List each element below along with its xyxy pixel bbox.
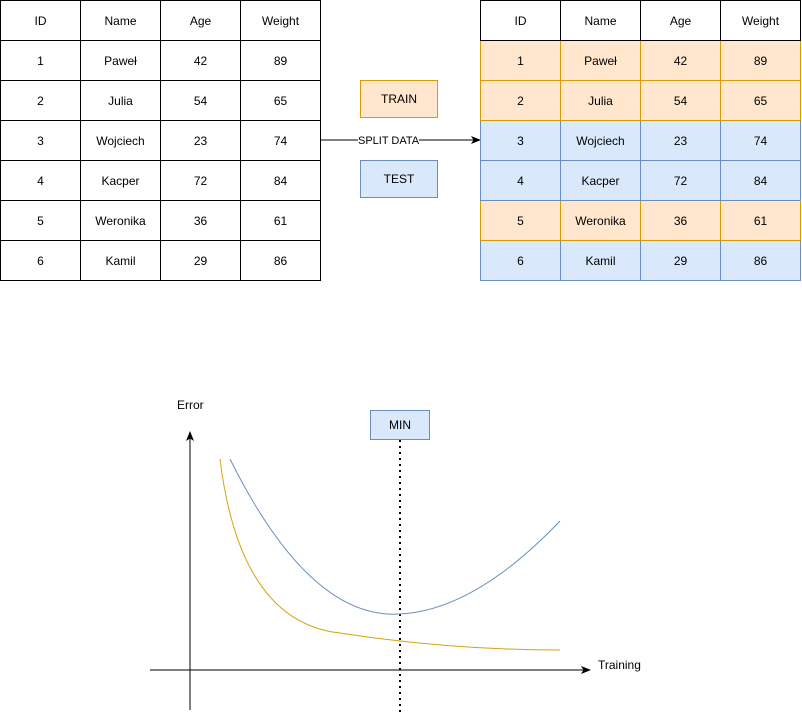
header-name: Name <box>560 0 641 41</box>
cell-name: Kacper <box>560 160 641 201</box>
cell-age: 54 <box>640 80 721 121</box>
cell-weight: 61 <box>240 200 321 241</box>
train-legend-box: TRAIN <box>360 80 438 118</box>
cell-id: 1 <box>480 40 561 81</box>
cell-name: Weronika <box>80 200 161 241</box>
original-data-table: ID Name Age Weight 1 Paweł 42 89 2 Julia… <box>0 0 321 281</box>
cell-name: Paweł <box>560 40 641 81</box>
cell-weight: 74 <box>720 120 801 161</box>
test-error-curve <box>229 458 561 615</box>
cell-id: 3 <box>480 120 561 161</box>
y-axis-label: Error <box>177 398 204 412</box>
table-row: 1 Paweł 42 89 <box>0 40 321 81</box>
table-row: 4 Kacper 72 84 <box>0 160 321 201</box>
x-axis-label: Training <box>598 658 641 672</box>
table-row: 2 Julia 54 65 <box>0 80 321 121</box>
table-row: 5 Weronika 36 61 <box>480 200 801 241</box>
min-label-box: MIN <box>370 410 430 440</box>
cell-id: 2 <box>480 80 561 121</box>
cell-weight: 89 <box>240 40 321 81</box>
header-age: Age <box>640 0 721 41</box>
header-id: ID <box>0 0 81 41</box>
cell-age: 72 <box>640 160 721 201</box>
table-header-row: ID Name Age Weight <box>480 0 801 41</box>
table-header-row: ID Name Age Weight <box>0 0 321 41</box>
cell-weight: 86 <box>720 240 801 281</box>
cell-age: 23 <box>160 120 241 161</box>
cell-age: 23 <box>640 120 721 161</box>
cell-weight: 74 <box>240 120 321 161</box>
cell-weight: 61 <box>720 200 801 241</box>
train-error-curve <box>219 458 561 651</box>
header-name: Name <box>80 0 161 41</box>
cell-age: 29 <box>640 240 721 281</box>
table-row: 1 Paweł 42 89 <box>480 40 801 81</box>
cell-age: 42 <box>640 40 721 81</box>
cell-weight: 84 <box>720 160 801 201</box>
cell-id: 5 <box>0 200 81 241</box>
cell-age: 36 <box>160 200 241 241</box>
cell-name: Weronika <box>560 200 641 241</box>
cell-weight: 65 <box>720 80 801 121</box>
cell-weight: 89 <box>720 40 801 81</box>
table-row: 2 Julia 54 65 <box>480 80 801 121</box>
cell-name: Kamil <box>80 240 161 281</box>
cell-id: 4 <box>480 160 561 201</box>
header-weight: Weight <box>240 0 321 41</box>
cell-age: 42 <box>160 40 241 81</box>
table-row: 3 Wojciech 23 74 <box>480 120 801 161</box>
cell-id: 5 <box>480 200 561 241</box>
table-row: 5 Weronika 36 61 <box>0 200 321 241</box>
split-data-table: ID Name Age Weight 1 Paweł 42 89 2 Julia… <box>480 0 801 281</box>
header-id: ID <box>480 0 561 41</box>
table-row: 4 Kacper 72 84 <box>480 160 801 201</box>
cell-id: 4 <box>0 160 81 201</box>
cell-id: 6 <box>480 240 561 281</box>
cell-weight: 86 <box>240 240 321 281</box>
split-data-label: SPLIT DATA <box>358 134 420 148</box>
test-legend-box: TEST <box>360 160 438 198</box>
table-row: 6 Kamil 29 86 <box>0 240 321 281</box>
cell-age: 36 <box>640 200 721 241</box>
cell-name: Julia <box>560 80 641 121</box>
cell-name: Paweł <box>80 40 161 81</box>
header-weight: Weight <box>720 0 801 41</box>
cell-name: Kamil <box>560 240 641 281</box>
cell-name: Wojciech <box>560 120 641 161</box>
cell-age: 54 <box>160 80 241 121</box>
table-row: 6 Kamil 29 86 <box>480 240 801 281</box>
